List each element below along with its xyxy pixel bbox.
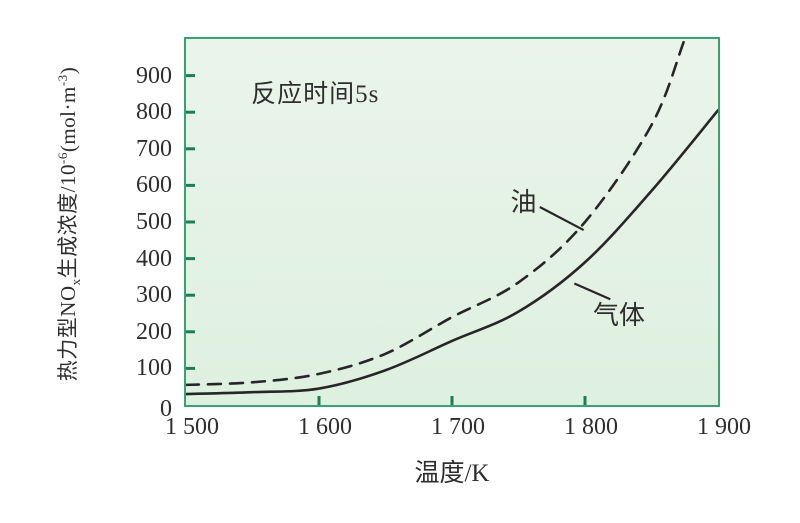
- y-tick-label: 0: [160, 396, 172, 422]
- x-axis-title: 温度/K: [414, 460, 490, 487]
- series-label-gas: 气体: [592, 301, 645, 331]
- y-tick-label: 200: [136, 318, 172, 345]
- y-axis-title-part: 热力型NO: [55, 285, 80, 382]
- curve-oil: [186, 39, 687, 387]
- leader-line-gas: [573, 282, 611, 301]
- annotation-reaction-time: 反应时间5s: [251, 80, 380, 108]
- plot-area: 反应时间5s 油 气体: [184, 37, 720, 407]
- y-tick-label: 500: [136, 209, 172, 235]
- y-axis-title-part: (mol·m: [55, 86, 80, 153]
- y-axis-title-part: 生成浓度/10: [55, 163, 80, 279]
- leader-line-oil: [539, 206, 585, 232]
- y-tick-label: 300: [136, 282, 172, 309]
- y-axis-title-part: ): [55, 66, 80, 75]
- curve-gas: [186, 109, 718, 396]
- y-tick-label: 700: [136, 135, 172, 162]
- series-label-oil: 油: [510, 188, 537, 218]
- y-tick-label: 900: [136, 62, 172, 89]
- x-tick-label: 1 500: [165, 414, 219, 440]
- x-tick-label: 1 900: [697, 414, 751, 440]
- x-tick-label: 1 600: [298, 414, 352, 440]
- y-tick-label: 100: [136, 355, 172, 382]
- y-tick-label: 600: [136, 172, 172, 199]
- y-axis-title: 热力型NOx生成浓度/10-6(mol·m-3): [52, 67, 84, 381]
- x-tick-label: 1 800: [564, 414, 618, 440]
- y-tick-label: 400: [136, 245, 172, 272]
- y-axis-title-part: x: [68, 278, 84, 286]
- chart-svg: [186, 39, 718, 405]
- y-axis-title-part: -3: [54, 74, 70, 87]
- x-tick-label: 1 700: [431, 414, 485, 440]
- y-tick-label: 800: [136, 99, 172, 126]
- y-axis-title-part: -6: [54, 152, 70, 164]
